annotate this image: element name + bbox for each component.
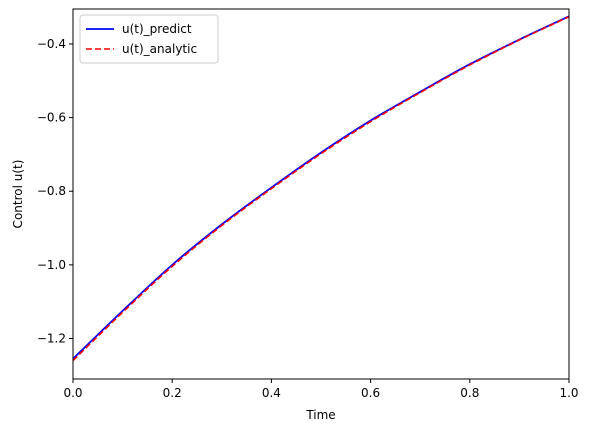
x-tick-label: 0.6	[361, 386, 380, 400]
x-tick-label: 1.0	[559, 386, 578, 400]
x-axis: 0.0 0.2 0.4 0.6 0.8 1.0	[63, 379, 579, 400]
y-tick-label: −1.0	[37, 258, 66, 272]
x-axis-label: Time	[305, 408, 335, 422]
legend-label-predict: u(t)_predict	[122, 22, 192, 36]
x-tick-label: 0.8	[460, 386, 479, 400]
plot-lines	[72, 15, 570, 362]
x-tick-label: 0.4	[262, 386, 281, 400]
legend-box	[79, 14, 219, 64]
legend-label-analytic: u(t)_analytic	[122, 42, 197, 56]
y-tick-label: −0.6	[37, 111, 66, 125]
y-axis: −1.2 −1.0 −0.8 −0.6 −0.4	[37, 37, 73, 346]
legend: u(t)_predict u(t)_analytic	[79, 14, 219, 64]
plot-frame	[72, 8, 570, 380]
x-tick-label: 0.0	[63, 386, 82, 400]
x-tick-label: 0.2	[163, 386, 182, 400]
y-tick-label: −1.2	[37, 332, 66, 346]
y-tick-label: −0.8	[37, 184, 66, 198]
y-axis-label: Control u(t)	[11, 160, 25, 229]
y-tick-label: −0.4	[37, 37, 66, 51]
series-line-analytic	[72, 16, 570, 362]
